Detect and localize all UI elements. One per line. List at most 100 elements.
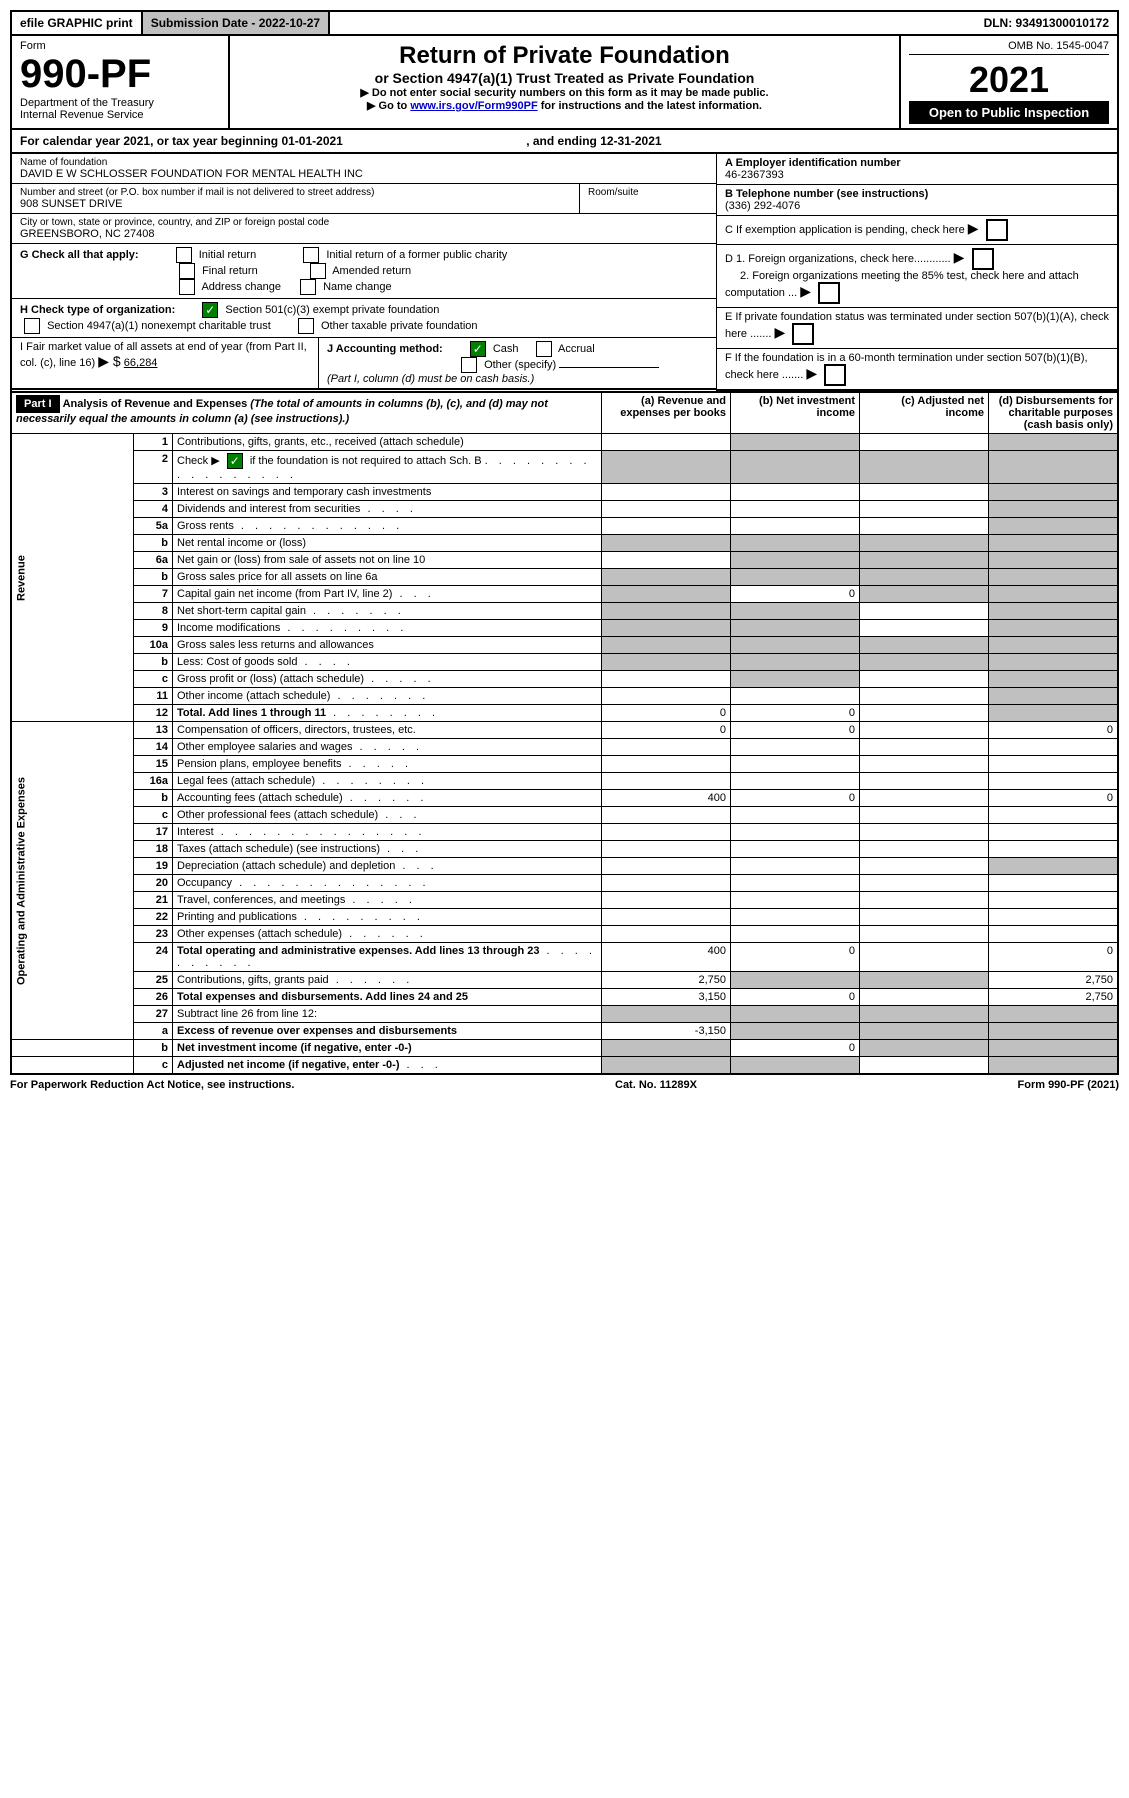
checkbox-c[interactable] <box>986 219 1008 241</box>
checkbox-other-method[interactable] <box>461 357 477 373</box>
checkbox-e[interactable] <box>792 323 814 345</box>
top-bar: efile GRAPHIC print Submission Date - 20… <box>10 10 1119 36</box>
r27c: Adjusted net income (if negative, enter … <box>173 1057 602 1075</box>
form-header: Form 990-PF Department of the Treasury I… <box>10 36 1119 130</box>
checkbox-d1[interactable] <box>972 248 994 270</box>
tax-year: 2021 <box>909 59 1109 101</box>
checkbox-schb[interactable]: ✓ <box>227 453 243 469</box>
instr-2-pre: ▶ Go to <box>367 100 410 112</box>
footer-mid: Cat. No. 11289X <box>615 1079 697 1091</box>
j-cash: Cash <box>493 343 519 355</box>
footer: For Paperwork Reduction Act Notice, see … <box>10 1075 1119 1095</box>
r26-b: 0 <box>731 989 860 1006</box>
r27a-a: -3,150 <box>602 1023 731 1040</box>
h-opt1: Section 501(c)(3) exempt private foundat… <box>225 304 439 316</box>
checkbox-address-change[interactable] <box>179 279 195 295</box>
r7: Capital gain net income (from Part IV, l… <box>173 586 602 603</box>
r24-a: 400 <box>602 943 731 972</box>
r13-b: 0 <box>731 722 860 739</box>
r27b: Net investment income (if negative, ente… <box>173 1040 602 1057</box>
c-label: C If exemption application is pending, c… <box>725 224 965 236</box>
checkbox-f[interactable] <box>824 364 846 386</box>
a-label: A Employer identification number <box>725 157 901 169</box>
checkbox-other-taxable[interactable] <box>298 318 314 334</box>
r16b-d: 0 <box>989 790 1119 807</box>
r11: Other income (attach schedule) . . . . .… <box>173 688 602 705</box>
side-expenses: Operating and Administrative Expenses <box>11 722 134 1040</box>
instr-link[interactable]: www.irs.gov/Form990PF <box>410 100 537 112</box>
open-to-public: Open to Public Inspection <box>909 101 1109 124</box>
submission-date: Submission Date - 2022-10-27 <box>143 12 330 34</box>
section-h: H Check type of organization: ✓ Section … <box>12 299 716 338</box>
section-g: G Check all that apply: Initial return I… <box>12 244 716 299</box>
checkbox-initial-return[interactable] <box>176 247 192 263</box>
checkbox-cash[interactable]: ✓ <box>470 341 486 357</box>
checkbox-initial-former[interactable] <box>303 247 319 263</box>
g-opt-name: Name change <box>323 281 392 293</box>
r7-b: 0 <box>731 586 860 603</box>
instr-2-post: for instructions and the latest informat… <box>541 100 762 112</box>
r25: Contributions, gifts, grants paid . . . … <box>173 972 602 989</box>
r13-d: 0 <box>989 722 1119 739</box>
g-opt-amended: Amended return <box>332 265 411 277</box>
room-label: Room/suite <box>588 187 708 198</box>
checkbox-501c3[interactable]: ✓ <box>202 302 218 318</box>
i-label: I Fair market value of all assets at end… <box>20 341 307 369</box>
r25-d: 2,750 <box>989 972 1119 989</box>
checkbox-accrual[interactable] <box>536 341 552 357</box>
r6b: Gross sales price for all assets on line… <box>173 569 602 586</box>
part1-table: Part I Analysis of Revenue and Expenses … <box>10 391 1119 1075</box>
foundation-name: DAVID E W SCHLOSSER FOUNDATION FOR MENTA… <box>20 168 708 180</box>
r27: Subtract line 26 from line 12: <box>173 1006 602 1023</box>
calyear-pre: For calendar year 2021, or tax year begi… <box>20 134 281 148</box>
g-opt-address: Address change <box>201 281 281 293</box>
form-subtitle: or Section 4947(a)(1) Trust Treated as P… <box>238 70 891 86</box>
r26-a: 3,150 <box>602 989 731 1006</box>
r16a: Legal fees (attach schedule) . . . . . .… <box>173 773 602 790</box>
g-opt-initial: Initial return <box>199 249 256 261</box>
r10b: Less: Cost of goods sold . . . . <box>173 654 602 671</box>
r12-b: 0 <box>731 705 860 722</box>
j-note: (Part I, column (d) must be on cash basi… <box>327 373 534 385</box>
r24: Total operating and administrative expen… <box>173 943 602 972</box>
r21: Travel, conferences, and meetings . . . … <box>173 892 602 909</box>
checkbox-4947[interactable] <box>24 318 40 334</box>
r22: Printing and publications . . . . . . . … <box>173 909 602 926</box>
r17: Interest . . . . . . . . . . . . . . . <box>173 824 602 841</box>
checkbox-d2[interactable] <box>818 282 840 304</box>
j-accrual: Accrual <box>558 343 595 355</box>
checkbox-amended[interactable] <box>310 263 326 279</box>
r5b: Net rental income or (loss) <box>173 535 602 552</box>
r2-pre: Check ▶ <box>177 455 220 467</box>
checkbox-name-change[interactable] <box>300 279 316 295</box>
calyear-end: 12-31-2021 <box>600 134 661 148</box>
r19: Depreciation (attach schedule) and deple… <box>173 858 602 875</box>
r27a: Excess of revenue over expenses and disb… <box>173 1023 602 1040</box>
checkbox-final-return[interactable] <box>179 263 195 279</box>
phone: (336) 292-4076 <box>725 200 800 212</box>
instr-1: ▶ Do not enter social security numbers o… <box>238 86 891 99</box>
part1-title: Analysis of Revenue and Expenses <box>63 398 248 410</box>
irs: Internal Revenue Service <box>20 109 220 121</box>
r10a: Gross sales less returns and allowances <box>173 637 602 654</box>
g-opt-final: Final return <box>202 265 258 277</box>
g-opt-former: Initial return of a former public charit… <box>326 249 507 261</box>
calyear-begin: 01-01-2021 <box>281 134 342 148</box>
r26-d: 2,750 <box>989 989 1119 1006</box>
col-a-hdr: (a) Revenue and expenses per books <box>602 392 731 434</box>
r6a: Net gain or (loss) from sale of assets n… <box>173 552 602 569</box>
city-label: City or town, state or province, country… <box>20 217 708 228</box>
r15: Pension plans, employee benefits . . . .… <box>173 756 602 773</box>
r16c: Other professional fees (attach schedule… <box>173 807 602 824</box>
omb-number: OMB No. 1545-0047 <box>909 40 1109 55</box>
col-d-hdr: (d) Disbursements for charitable purpose… <box>989 392 1119 434</box>
f-label: F If the foundation is in a 60-month ter… <box>725 352 1088 381</box>
footer-left: For Paperwork Reduction Act Notice, see … <box>10 1079 294 1091</box>
j-other: Other (specify) <box>484 359 556 371</box>
r16b: Accounting fees (attach schedule) . . . … <box>173 790 602 807</box>
h-opt3: Other taxable private foundation <box>321 320 478 332</box>
r13-a: 0 <box>602 722 731 739</box>
j-label: J Accounting method: <box>327 343 443 355</box>
dept: Department of the Treasury <box>20 97 220 109</box>
form-word: Form <box>20 40 220 52</box>
